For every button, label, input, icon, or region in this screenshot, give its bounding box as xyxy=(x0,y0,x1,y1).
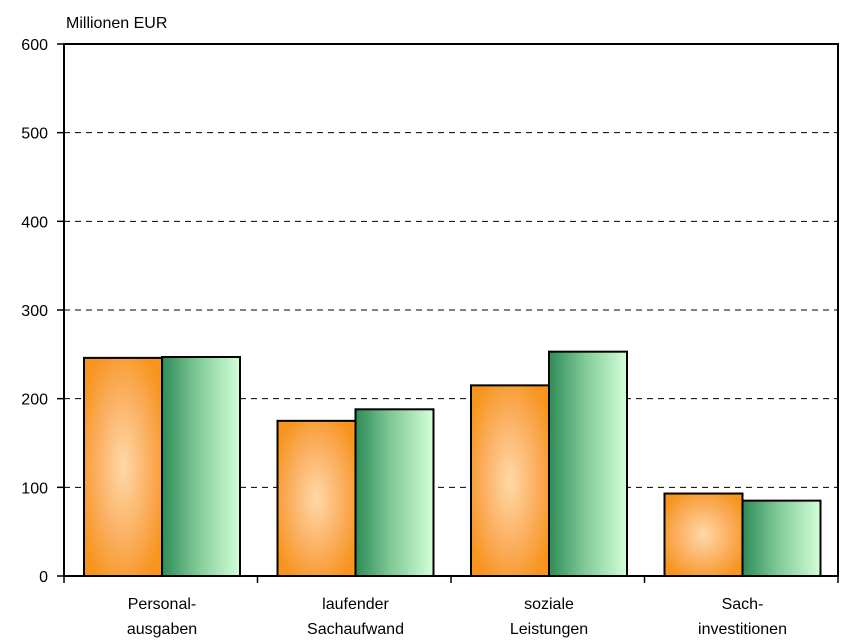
bar-series1-cat3 xyxy=(470,384,550,577)
bar-series2-cat1 xyxy=(161,355,241,578)
y-tick-label: 600 xyxy=(21,37,48,54)
x-category-label: ausgaben xyxy=(127,621,197,638)
y-tick-label: 300 xyxy=(21,303,48,320)
y-axis-unit-label: Millionen EUR xyxy=(66,15,167,32)
bar-series2-cat2 xyxy=(354,408,435,577)
x-category-labels: Personal-ausgaben laufender Sachaufwand soz… xyxy=(127,596,787,638)
y-tick-label: 0 xyxy=(39,569,48,586)
x-category-label: Personal- xyxy=(128,596,196,613)
axes xyxy=(57,43,839,583)
x-category-label: Leistungen xyxy=(510,621,588,638)
bars xyxy=(83,350,822,578)
bar-series1-cat4 xyxy=(663,492,744,578)
y-tick-label: 200 xyxy=(21,392,48,409)
x-category-label: laufender xyxy=(322,596,389,613)
bar-series1-cat1 xyxy=(83,356,163,577)
x-category-label: Sach- xyxy=(722,596,764,613)
x-category-label: Sachaufwand xyxy=(307,621,404,638)
y-tick-label: 100 xyxy=(21,480,48,497)
bar-series2-cat3 xyxy=(548,350,628,577)
bar-series1-cat2 xyxy=(276,419,357,578)
x-category-label: soziale xyxy=(524,596,574,613)
x-category-label: investitionen xyxy=(698,621,787,638)
bar-series2-cat4 xyxy=(741,499,822,577)
y-tick-label: 500 xyxy=(21,126,48,143)
y-tick-label: 400 xyxy=(21,214,48,231)
gridlines xyxy=(64,132,838,488)
y-tick-labels: 0 100 200 300 400 500 600 xyxy=(21,37,48,586)
